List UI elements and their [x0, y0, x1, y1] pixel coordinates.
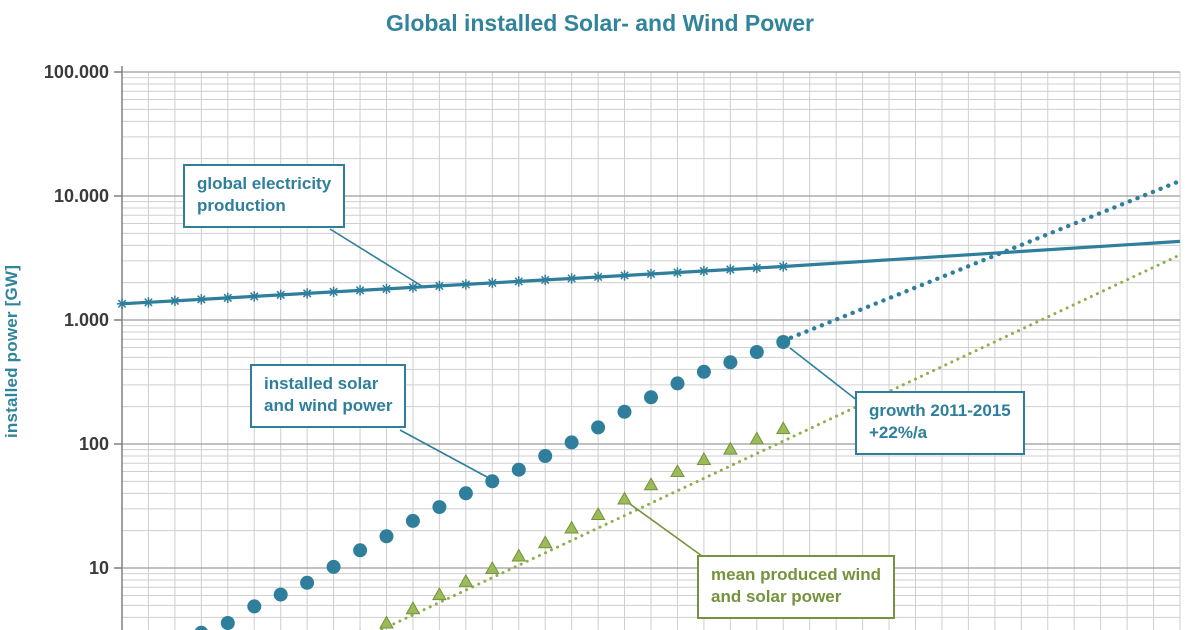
data-point-triangle [643, 477, 659, 491]
data-point-circle [538, 449, 553, 463]
data-point-triangle [537, 535, 553, 549]
data-point-circle [326, 559, 341, 574]
annotation-global-electricity-production: global electricity production [183, 164, 346, 228]
data-point-triangle [458, 573, 474, 587]
data-point-circle [696, 364, 711, 379]
data-point-circle [353, 543, 368, 558]
series-global-electricity-production [116, 261, 789, 310]
y-tick-label: 10 [89, 558, 109, 578]
data-point-triangle [405, 601, 421, 615]
data-point-circle [273, 587, 288, 602]
y-axis: 100.000 10.000 1.000 100 10 [44, 62, 123, 630]
annotation-connectors [329, 228, 859, 557]
series-mean-produced-wind-and-solar-power-trend [377, 253, 1182, 630]
data-point-triangle [484, 560, 500, 574]
annotation-growth-2011-2015: growth 2011-2015 +22%/a [855, 391, 1025, 455]
data-point-triangle [775, 421, 791, 435]
data-point-circle [485, 474, 500, 489]
data-point-circle [776, 335, 791, 349]
data-point-triangle [723, 441, 738, 455]
data-point-triangle [670, 463, 685, 477]
annotation-connector [399, 429, 488, 478]
data-point-triangle [432, 587, 447, 601]
data-point-triangle [696, 451, 712, 465]
data-point-circle [247, 599, 262, 614]
y-tick-label: 100 [79, 434, 109, 454]
data-point-circle [405, 513, 420, 528]
gridlines [121, 71, 1181, 630]
data-point-circle [379, 529, 394, 544]
annotation-connector [329, 228, 426, 289]
data-point-triangle [749, 431, 765, 445]
data-point-circle [511, 462, 526, 477]
data-point-triangle [590, 506, 606, 520]
data-point-circle [617, 404, 632, 419]
data-point-circle [300, 575, 315, 590]
data-point-circle [644, 390, 658, 405]
series-global-electricity-production-projection [783, 239, 1181, 269]
data-point-circle [591, 420, 606, 435]
annotation-connector [789, 347, 859, 402]
data-point-circle [723, 355, 738, 370]
y-tick-label: 100.000 [44, 62, 109, 82]
series-mean-produced-wind-and-solar-power [359, 421, 791, 630]
y-tick-label: 10.000 [54, 186, 109, 206]
annotation-installed-solar-and-wind-power: installed solar and wind power [250, 364, 407, 428]
data-point-triangle [617, 491, 632, 505]
annotation-mean-produced-wind-and-solar-power: mean produced wind and solar power [697, 555, 896, 619]
annotation-connector [629, 503, 703, 557]
y-axis-title: installed power [GW] [2, 264, 21, 438]
chart-title: Global installed Solar- and Wind Power [386, 10, 814, 36]
data-point-circle [458, 486, 473, 501]
series-installed-solar-and-wind-power-growth-projection-22-a [781, 178, 1183, 343]
data-point-triangle [511, 548, 527, 562]
data-point-triangle [379, 615, 394, 629]
series-installed-solar-and-wind-power [194, 335, 791, 630]
data-point-triangle [564, 520, 579, 534]
data-point-circle [564, 435, 579, 450]
data-point-circle [194, 625, 208, 630]
data-point-circle [749, 345, 764, 359]
data-point-circle [432, 500, 447, 515]
data-point-circle [220, 616, 235, 630]
data-point-circle [670, 376, 685, 391]
y-tick-label: 1.000 [64, 310, 109, 330]
